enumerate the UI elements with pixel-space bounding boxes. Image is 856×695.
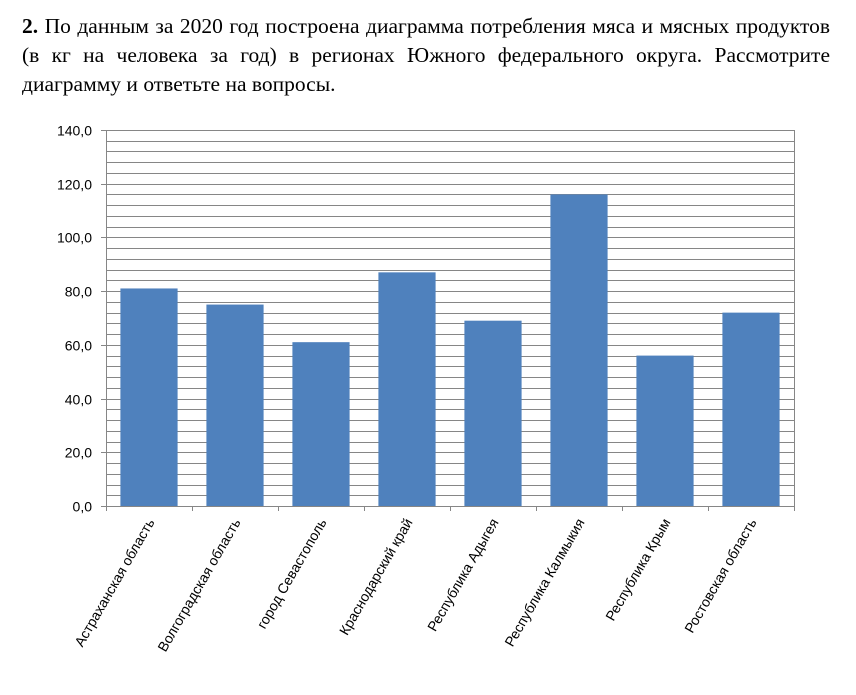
category-label: Астраханская область (71, 516, 157, 650)
bar (464, 320, 522, 506)
bars (120, 194, 780, 506)
category-label: Краснодарский край (336, 516, 416, 638)
bar (636, 355, 694, 506)
category-label: Волгоградская область (154, 516, 243, 655)
bar (550, 194, 608, 506)
bar (120, 288, 178, 506)
y-tick-label: 100,0 (57, 230, 92, 246)
category-label: Республика Калмыкия (501, 516, 587, 650)
axes (101, 130, 795, 511)
category-label: Республика Крым (602, 516, 674, 624)
category-label: Республика Адыгея (424, 516, 502, 634)
y-tick-label: 120,0 (57, 177, 92, 193)
problem-number: 2. (22, 14, 39, 38)
y-tick-label: 0,0 (73, 499, 93, 515)
y-tick-label: 140,0 (57, 123, 92, 139)
category-label: город Севастополь (254, 516, 330, 632)
problem-statement: 2. По данным за 2020 год построена диагр… (22, 12, 830, 99)
y-tick-label: 20,0 (65, 445, 92, 461)
y-tick-label: 60,0 (65, 338, 92, 354)
bar (292, 342, 350, 506)
bar (378, 272, 436, 506)
y-tick-label: 80,0 (65, 284, 92, 300)
bar (206, 304, 264, 506)
problem-text-body: По данным за 2020 год построена диаграмм… (22, 14, 830, 96)
y-tick-label: 40,0 (65, 392, 92, 408)
category-label: Ростовская область (681, 516, 760, 636)
bar (722, 312, 780, 506)
y-tick-labels: 0,0 20,0 40,0 60,0 80,0 100,0 120,0 140,0 (57, 123, 92, 515)
